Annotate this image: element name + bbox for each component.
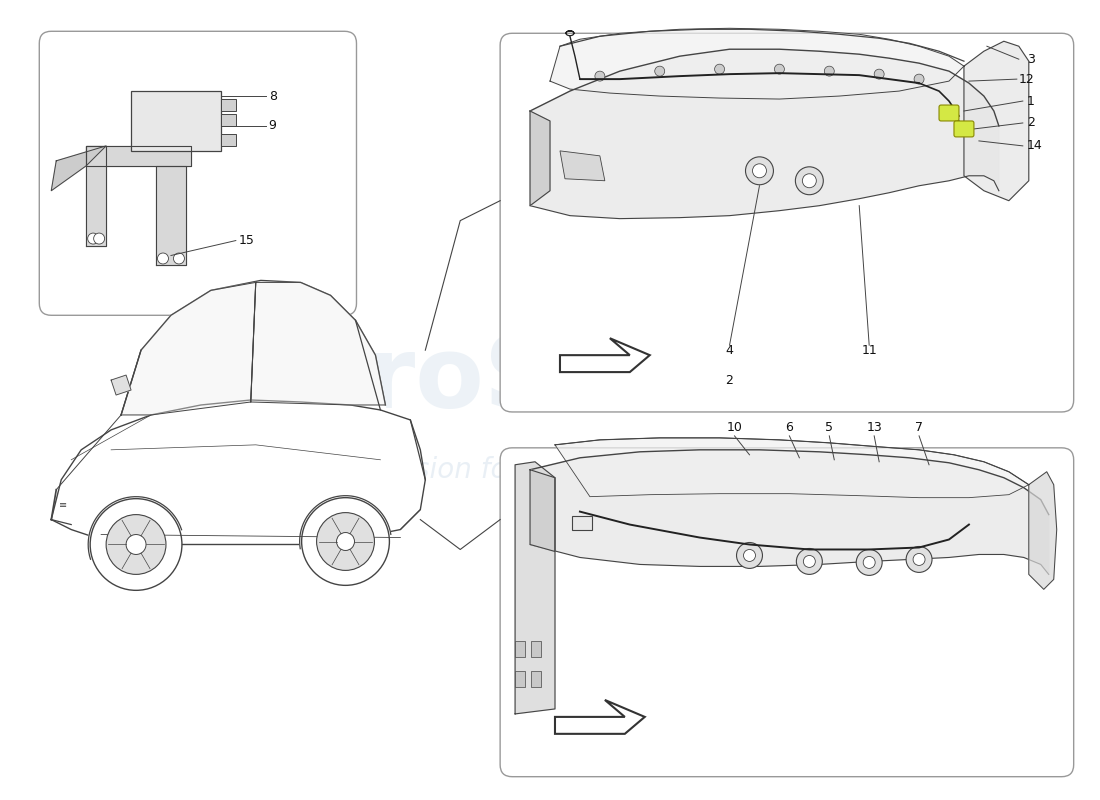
Circle shape xyxy=(913,554,925,566)
Text: 3: 3 xyxy=(1026,53,1035,66)
Polygon shape xyxy=(52,146,106,190)
Bar xyxy=(531,671,541,687)
Text: 9: 9 xyxy=(268,119,276,133)
Text: 11: 11 xyxy=(861,344,877,357)
Circle shape xyxy=(595,71,605,81)
Circle shape xyxy=(301,498,389,586)
Polygon shape xyxy=(515,462,556,714)
Circle shape xyxy=(744,550,756,562)
Circle shape xyxy=(824,66,834,76)
Polygon shape xyxy=(156,166,186,266)
Text: 1: 1 xyxy=(1026,94,1035,107)
Bar xyxy=(221,99,235,111)
Bar xyxy=(531,641,541,657)
Circle shape xyxy=(317,513,374,570)
Text: 2: 2 xyxy=(726,374,734,386)
Text: 10: 10 xyxy=(727,422,742,434)
Circle shape xyxy=(106,514,166,574)
Circle shape xyxy=(774,64,784,74)
Polygon shape xyxy=(52,400,426,545)
FancyBboxPatch shape xyxy=(500,448,1074,777)
Bar xyxy=(515,671,525,687)
FancyBboxPatch shape xyxy=(939,105,959,121)
Polygon shape xyxy=(88,497,182,559)
Polygon shape xyxy=(530,470,556,551)
Text: 8: 8 xyxy=(268,90,277,102)
Text: 15: 15 xyxy=(239,234,255,247)
Circle shape xyxy=(94,233,104,244)
Text: a passion for parts since 1995: a passion for parts since 1995 xyxy=(340,456,760,484)
Polygon shape xyxy=(560,151,605,181)
Circle shape xyxy=(337,533,354,550)
Polygon shape xyxy=(121,282,255,415)
Circle shape xyxy=(715,64,725,74)
Circle shape xyxy=(802,174,816,188)
Circle shape xyxy=(874,69,884,79)
Circle shape xyxy=(796,549,823,574)
Polygon shape xyxy=(86,146,106,246)
Polygon shape xyxy=(550,28,964,99)
Polygon shape xyxy=(251,282,385,405)
Polygon shape xyxy=(299,496,390,549)
FancyBboxPatch shape xyxy=(954,121,974,137)
Text: 6: 6 xyxy=(785,422,793,434)
Bar xyxy=(131,91,221,151)
Circle shape xyxy=(856,550,882,575)
Text: 13: 13 xyxy=(867,422,882,434)
Polygon shape xyxy=(964,42,1028,201)
Polygon shape xyxy=(530,450,1048,574)
FancyBboxPatch shape xyxy=(40,31,356,315)
Text: ≡: ≡ xyxy=(59,500,67,510)
Circle shape xyxy=(803,555,815,567)
Polygon shape xyxy=(530,50,999,218)
Circle shape xyxy=(737,542,762,569)
Text: 4: 4 xyxy=(726,344,734,357)
Circle shape xyxy=(752,164,767,178)
Polygon shape xyxy=(86,146,191,166)
Circle shape xyxy=(864,557,876,569)
Circle shape xyxy=(126,534,146,554)
Polygon shape xyxy=(121,281,385,415)
Text: 2: 2 xyxy=(1026,117,1035,130)
Polygon shape xyxy=(530,111,550,206)
Polygon shape xyxy=(560,338,650,372)
Bar xyxy=(221,114,235,126)
Circle shape xyxy=(746,157,773,185)
Bar xyxy=(572,515,592,530)
FancyBboxPatch shape xyxy=(500,34,1074,412)
Text: 14: 14 xyxy=(1026,139,1043,152)
Circle shape xyxy=(795,167,823,194)
Text: euroSPares: euroSPares xyxy=(228,331,872,429)
Text: 12: 12 xyxy=(1019,73,1035,86)
Bar xyxy=(221,134,235,146)
Polygon shape xyxy=(556,438,1028,498)
Polygon shape xyxy=(556,700,645,734)
Bar xyxy=(515,641,525,657)
Text: 7: 7 xyxy=(915,422,923,434)
Circle shape xyxy=(157,253,168,264)
Text: 5: 5 xyxy=(825,422,834,434)
Circle shape xyxy=(88,233,99,244)
Circle shape xyxy=(654,66,664,76)
Polygon shape xyxy=(1028,472,1057,590)
Circle shape xyxy=(90,498,182,590)
Polygon shape xyxy=(111,375,131,395)
Circle shape xyxy=(174,253,185,264)
Circle shape xyxy=(906,546,932,572)
Circle shape xyxy=(914,74,924,84)
